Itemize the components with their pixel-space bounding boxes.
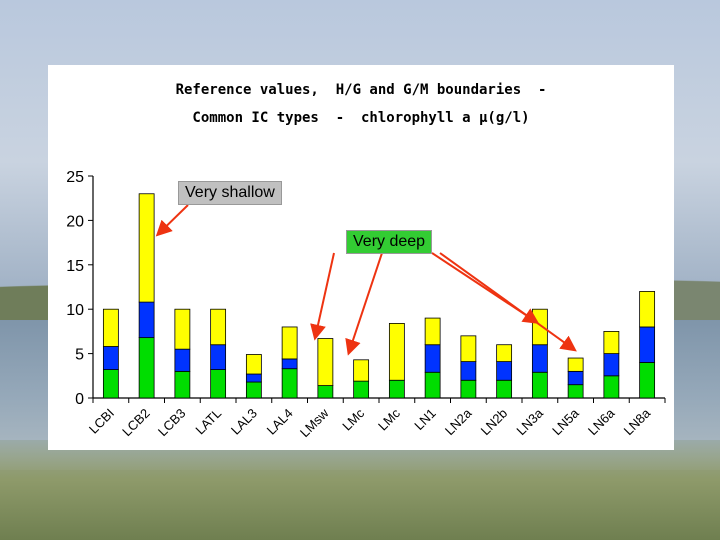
bar-segment [460, 361, 477, 381]
bar-segment [424, 344, 441, 373]
x-tick-label: LAL4 [264, 406, 296, 438]
x-tick-label: LCBI [86, 406, 117, 437]
bar-segment [174, 370, 191, 399]
y-tick-label: 15 [66, 258, 84, 275]
bar-segment [102, 369, 119, 399]
bar-segment [174, 308, 191, 350]
bar-segment [210, 369, 227, 399]
x-tick-label: LCB2 [119, 406, 153, 440]
x-tick-label: LN2a [442, 405, 475, 438]
y-tick-label: 25 [66, 169, 84, 186]
bar-segment [567, 370, 584, 386]
bar-segment [603, 330, 620, 354]
bar-segment [496, 379, 513, 399]
x-tick-label: LAL3 [228, 406, 260, 438]
bar-segment [210, 344, 227, 370]
bar-segment [174, 348, 191, 372]
bar-segment [388, 379, 405, 399]
bar-segment [567, 384, 584, 399]
annotation-very-deep: Very deep [346, 230, 433, 254]
annotation-arrow [310, 252, 335, 341]
bar-segment [281, 326, 298, 360]
bar-segment [102, 346, 119, 370]
bar-segment [496, 344, 513, 362]
bar-segment [567, 357, 584, 372]
bar-segment [245, 354, 262, 375]
x-tick-label: LN5a [549, 405, 582, 438]
bar-segment [281, 358, 298, 370]
bar-segment [639, 291, 656, 328]
annotation-very-shallow: Very shallow [178, 181, 282, 205]
x-tick-label: LN2b [478, 406, 511, 439]
background-grass [0, 440, 720, 540]
bar-segment [353, 359, 370, 382]
x-tick-label: LN1 [411, 406, 438, 433]
bar-segment [460, 379, 477, 399]
bar-segment [245, 381, 262, 399]
bar-segment [102, 308, 119, 347]
bar-segment [531, 308, 548, 346]
bar-segment [639, 362, 656, 399]
bar-segment [317, 385, 334, 399]
y-tick-label: 5 [75, 347, 84, 364]
bar-segment [210, 308, 227, 346]
bar-segment [639, 326, 656, 363]
y-tick-label: 20 [66, 213, 84, 230]
x-tick-label: LN8a [621, 405, 654, 438]
x-tick-label: LMc [339, 405, 367, 433]
bar-segment [317, 338, 334, 386]
bar-segment [424, 371, 441, 399]
bar-segment [138, 193, 155, 303]
x-tick-label: LMc [375, 405, 403, 433]
x-tick-label: LN6a [585, 405, 618, 438]
bar-segment [531, 371, 548, 399]
bar-segment [353, 380, 370, 399]
bar-segment [138, 337, 155, 399]
chart-title-line1: Reference values, H/G and G/M boundaries… [175, 82, 547, 98]
bar-segment [603, 353, 620, 377]
bar-segment [424, 317, 441, 346]
bar-segment [496, 361, 513, 381]
bar-segment [281, 368, 298, 399]
x-tick-label: LCB3 [155, 406, 189, 440]
annotation-arrow [439, 252, 577, 352]
bar-segment [138, 301, 155, 339]
x-tick-label: LATL [192, 406, 224, 438]
annotation-arrow [345, 252, 383, 356]
y-tick-label: 0 [75, 391, 84, 408]
bar-segment [531, 344, 548, 373]
bar-segment [245, 373, 262, 383]
x-tick-label: LN3a [513, 405, 546, 438]
annotation-arrow [155, 204, 189, 237]
bar-segment [388, 323, 405, 381]
bar-segment [603, 375, 620, 399]
bar-segment [460, 335, 477, 362]
chart-title-line2: Common IC types - chlorophyll a µ(g/l) [192, 110, 530, 126]
y-tick-label: 10 [66, 302, 84, 319]
x-tick-label: LMsw [297, 405, 332, 440]
